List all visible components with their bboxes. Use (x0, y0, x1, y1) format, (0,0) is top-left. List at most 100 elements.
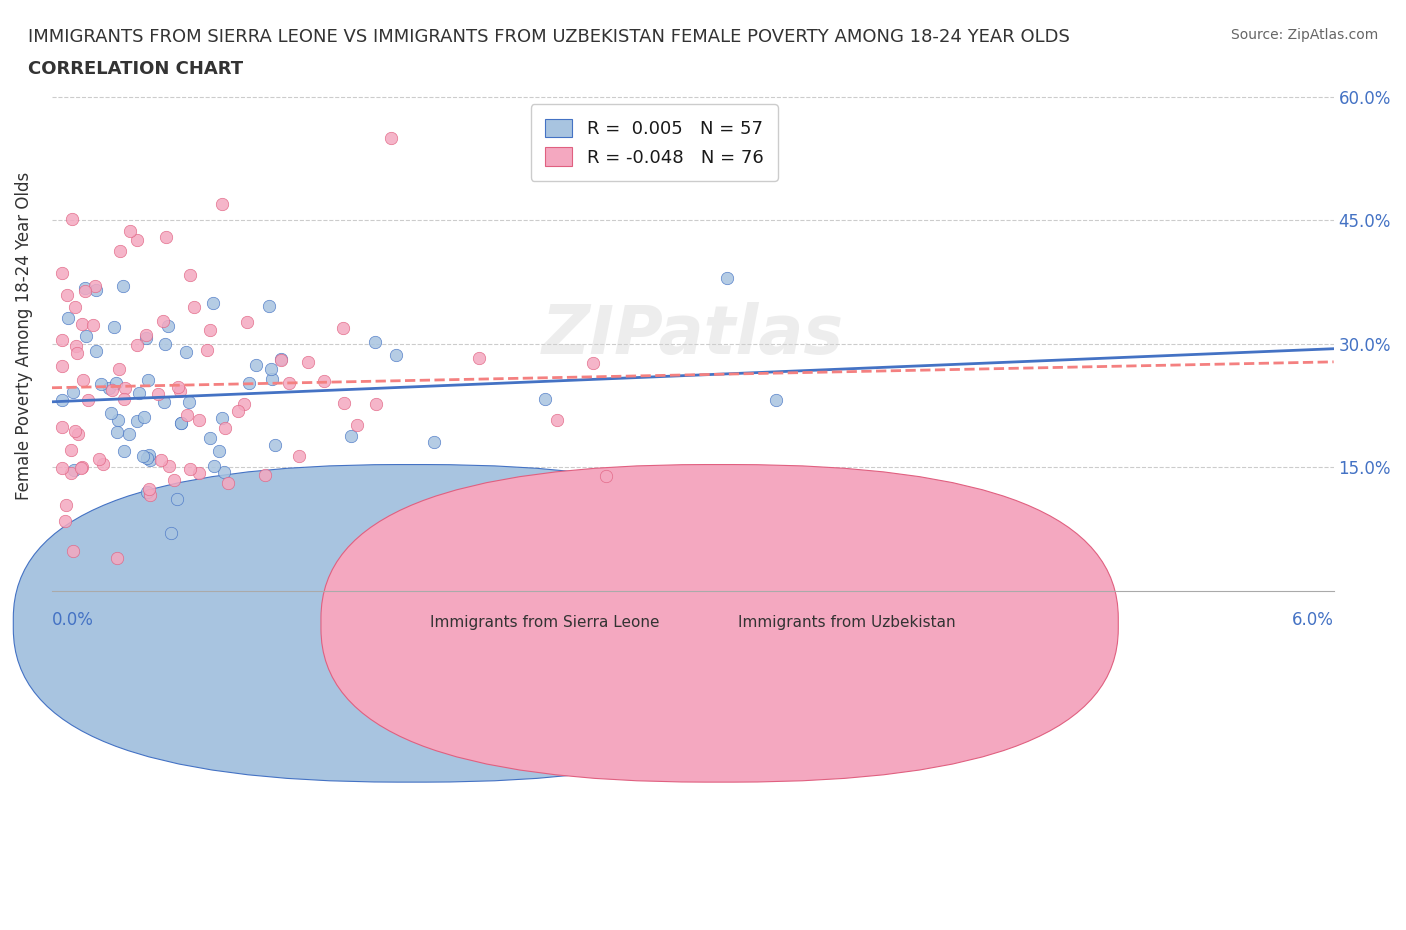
Point (149, 453, 172, 468)
Point (179, 268, 201, 283)
Point (211, 196, 233, 211)
Point (176, 407, 198, 422)
Point (70, 316, 93, 331)
Point (384, 348, 406, 363)
Point (595, 468, 617, 483)
Point (765, 392, 787, 407)
Point (332, 321, 354, 336)
Point (59, 466, 82, 481)
Point (148, 387, 170, 402)
Point (160, 525, 183, 540)
Point (195, 342, 218, 357)
Point (135, 327, 157, 342)
Point (65, 339, 87, 353)
Point (125, 414, 148, 429)
Point (236, 315, 259, 330)
Legend: R =  0.005   N = 57, R = -0.048   N = 76: R = 0.005 N = 57, R = -0.048 N = 76 (530, 104, 778, 181)
Point (264, 437, 287, 452)
Point (120, 223, 142, 238)
Point (333, 396, 356, 411)
Point (169, 383, 191, 398)
Point (257, 299, 280, 313)
Point (62, 384, 84, 399)
Point (53, 514, 76, 529)
Point (65, 423, 87, 438)
Point (582, 355, 605, 370)
Point (114, 380, 136, 395)
Point (346, 418, 368, 432)
Point (202, 296, 225, 311)
Point (56, 287, 79, 302)
Point (67, 426, 90, 441)
Point (75, 283, 97, 298)
Point (132, 410, 155, 425)
Point (423, 434, 446, 449)
Point (212, 464, 235, 479)
Point (108, 244, 131, 259)
Point (84, 283, 107, 298)
Text: Immigrants from Sierra Leone: Immigrants from Sierra Leone (430, 615, 659, 630)
Point (60, 211, 83, 226)
Point (202, 458, 225, 473)
Point (91, 457, 114, 472)
Point (51, 419, 73, 434)
Text: Immigrants from Uzbekistan: Immigrants from Uzbekistan (738, 615, 955, 630)
Point (253, 468, 276, 483)
Point (138, 447, 160, 462)
Point (62, 544, 84, 559)
Point (127, 337, 149, 352)
Point (132, 448, 155, 463)
Point (51, 393, 73, 408)
Point (179, 461, 201, 476)
Point (112, 392, 135, 406)
Point (90, 377, 112, 392)
Point (288, 449, 311, 464)
Point (105, 424, 128, 439)
Point (183, 299, 205, 314)
Text: 0.0%: 0.0% (52, 611, 94, 629)
Point (238, 375, 260, 390)
Point (104, 376, 127, 391)
Point (107, 413, 129, 428)
Point (166, 491, 188, 506)
Text: IMMIGRANTS FROM SIERRA LEONE VS IMMIGRANTS FROM UZBEKISTAN FEMALE POVERTY AMONG : IMMIGRANTS FROM SIERRA LEONE VS IMMIGRAN… (28, 28, 1070, 46)
Point (262, 372, 284, 387)
Point (62, 462, 84, 477)
Point (70, 459, 93, 474)
Point (198, 431, 221, 445)
Point (153, 337, 176, 352)
Point (155, 230, 177, 245)
Point (51, 265, 73, 280)
Point (232, 397, 254, 412)
Point (98, 380, 121, 395)
Point (534, 392, 557, 406)
Point (162, 472, 184, 487)
Point (467, 351, 489, 365)
Point (270, 352, 292, 367)
Point (65, 299, 87, 314)
Point (138, 487, 160, 502)
Point (153, 395, 176, 410)
Point (217, 475, 239, 490)
Point (152, 313, 174, 328)
Point (66, 345, 89, 360)
Point (89, 451, 111, 466)
Point (138, 482, 160, 497)
Point (546, 412, 568, 427)
Point (103, 320, 125, 335)
Point (214, 420, 236, 435)
Point (107, 551, 129, 565)
Point (75, 329, 97, 344)
Point (245, 358, 267, 373)
Point (278, 376, 301, 391)
Point (76, 392, 98, 407)
Point (297, 354, 319, 369)
Point (167, 379, 190, 394)
Point (188, 465, 211, 480)
Point (101, 383, 124, 398)
FancyBboxPatch shape (13, 465, 811, 782)
Point (312, 374, 335, 389)
Point (135, 450, 157, 465)
Point (51, 359, 73, 374)
Point (107, 361, 129, 376)
